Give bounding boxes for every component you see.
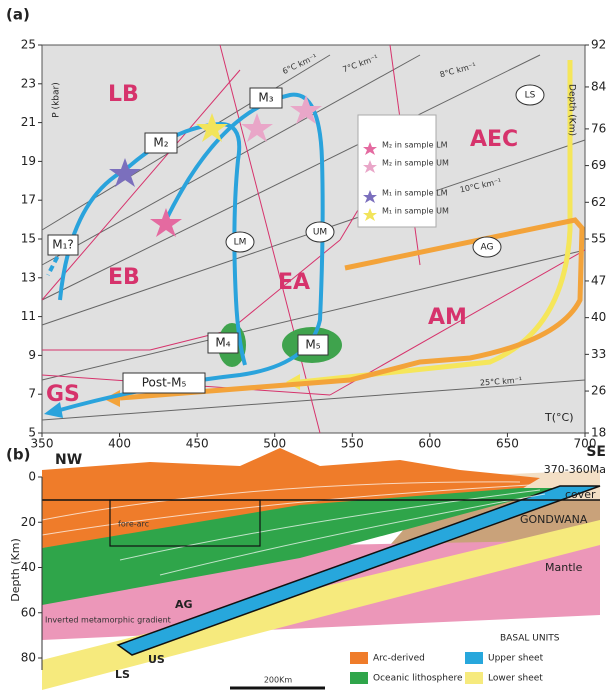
unit-label: Mantle	[545, 561, 583, 574]
y-tick-label: 13	[21, 270, 36, 284]
panel-label: (b)	[6, 446, 30, 464]
annotation: Inverted metamorphic gradient	[45, 616, 171, 625]
y-tick-label: 17	[21, 193, 36, 207]
y-tick-label: 21	[21, 115, 36, 129]
stage-label: Post-M₅	[142, 376, 187, 390]
unit-label: LS	[115, 668, 130, 681]
unit-label: GONDWANA	[520, 513, 588, 526]
y-axis-label: P (kbar)	[52, 82, 62, 117]
field-label: GS	[46, 382, 80, 407]
y-tick-label: 23	[21, 76, 36, 90]
unit-label: cover	[565, 488, 596, 501]
y-tick-label: 19	[21, 154, 36, 168]
y2-tick-label: 76	[591, 121, 606, 135]
x-tick-label: 600	[418, 437, 441, 451]
age-label: 370-360Ma	[544, 463, 606, 476]
field-label: AEC	[470, 127, 518, 152]
panel-label: (a)	[6, 6, 30, 24]
y-tick-label: 11	[21, 309, 36, 323]
legend-entry: Lower sheet	[488, 674, 543, 684]
depth-tick-label: 20	[21, 515, 36, 529]
figure: (a) P (kbar) Depth (Km) T(°C) LB EB EA A…	[0, 0, 614, 697]
y2-tick-label: 26	[591, 384, 606, 398]
field-label: EA	[278, 270, 310, 295]
y2-tick-label: 18	[591, 426, 606, 440]
scale-label: 200Km	[264, 676, 293, 685]
y2-tick-label: 33	[591, 347, 606, 361]
y2-tick-label: 62	[591, 195, 606, 209]
legend-title: BASAL UNITS	[500, 634, 560, 644]
y-tick-label: 25	[21, 38, 36, 52]
x-tick-label: 650	[496, 437, 519, 451]
stage-label: M₃	[258, 91, 273, 105]
direction-label: NW	[55, 452, 82, 468]
field-label: EB	[108, 265, 140, 290]
oval-label: LS	[525, 91, 536, 101]
y2-tick-label: 40	[591, 310, 606, 324]
oval-label: LM	[234, 238, 247, 248]
unit-label: US	[148, 653, 165, 666]
x-tick-label: 450	[186, 437, 209, 451]
y2-axis-label: Depth (Km)	[567, 84, 577, 136]
legend-entry: Upper sheet	[488, 654, 544, 664]
page: P-T path and cross-section body { margin…	[0, 0, 614, 697]
y-tick-label: 9	[28, 348, 36, 362]
unit-label: fore-arc	[118, 520, 149, 529]
depth-tick-label: 80	[21, 651, 36, 665]
x-tick-label: 550	[341, 437, 364, 451]
field-label: AM	[428, 305, 467, 330]
y2-tick-label: 92	[591, 38, 606, 52]
y-tick-label: 7	[28, 387, 36, 401]
legend-entry: Arc-derived	[373, 654, 425, 664]
y2-tick-label: 69	[591, 158, 606, 172]
legend-entry: M₂ in sample LM	[382, 141, 448, 150]
legend-entry: M₁ in sample UM	[382, 207, 449, 216]
y2-tick-label: 84	[591, 79, 606, 93]
stage-label: M₂	[153, 136, 168, 150]
unit-label: AG	[175, 598, 193, 611]
x-tick-label: 400	[108, 437, 131, 451]
depth-tick-label: 0	[28, 470, 36, 484]
body: (a) P (kbar) Depth (Km) T(°C) LB EB EA A…	[0, 0, 614, 697]
stage-label: M₁?	[52, 238, 74, 252]
y2-tick-label: 47	[591, 273, 606, 287]
depth-tick-label: 40	[21, 560, 36, 574]
stage-label: M₄	[215, 336, 230, 350]
legend-entry: M₁ in sample LM	[382, 189, 448, 198]
x-axis-label: T(°C)	[544, 411, 573, 424]
y2-tick-label: 55	[591, 232, 606, 246]
depth-tick-label: 60	[21, 605, 36, 619]
y-tick-label: 5	[28, 426, 36, 440]
oval-label: UM	[313, 228, 327, 238]
legend-entry: M₂ in sample UM	[382, 159, 449, 168]
stage-label: M₅	[305, 338, 320, 352]
field-label: LB	[108, 82, 139, 107]
x-tick-label: 500	[263, 437, 286, 451]
oval-label: AG	[481, 243, 494, 253]
legend-entry: Oceanic lithosphere	[373, 674, 463, 684]
y-tick-label: 15	[21, 232, 36, 246]
